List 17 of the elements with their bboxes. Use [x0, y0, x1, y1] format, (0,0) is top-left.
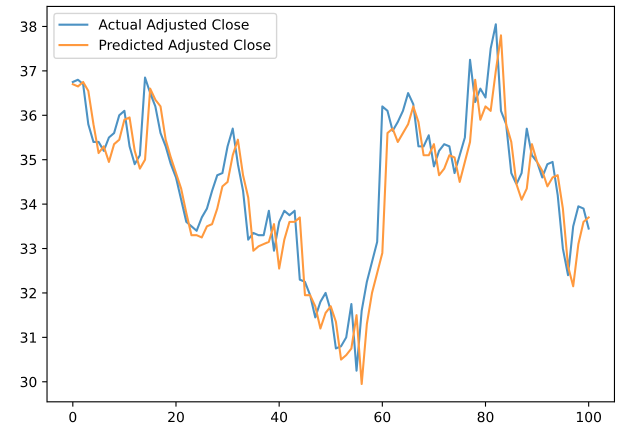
y-tick-label: 36	[20, 110, 36, 121]
y-tick-label: 32	[20, 288, 36, 298]
y-tick-label: 31	[20, 332, 36, 343]
x-tick-label: 20	[168, 412, 184, 422]
x-tick-label: 100	[576, 412, 601, 422]
y-tick-label: 33	[20, 244, 36, 254]
x-tick-label: 60	[374, 412, 390, 422]
x-tick-label: 80	[478, 412, 494, 422]
y-tick-label: 38	[20, 21, 36, 32]
x-tick-label: 40	[271, 412, 288, 422]
y-tick-label: 35	[20, 154, 36, 166]
legend-label: Predicted Adjusted Close	[100, 39, 270, 53]
legend-label: Actual Adjusted Close	[98, 18, 249, 32]
y-tick-label: 37	[20, 66, 36, 76]
x-tick-label: 0	[69, 412, 76, 422]
y-tick-label: 34	[20, 199, 37, 210]
y-tick-label: 30	[20, 376, 36, 388]
